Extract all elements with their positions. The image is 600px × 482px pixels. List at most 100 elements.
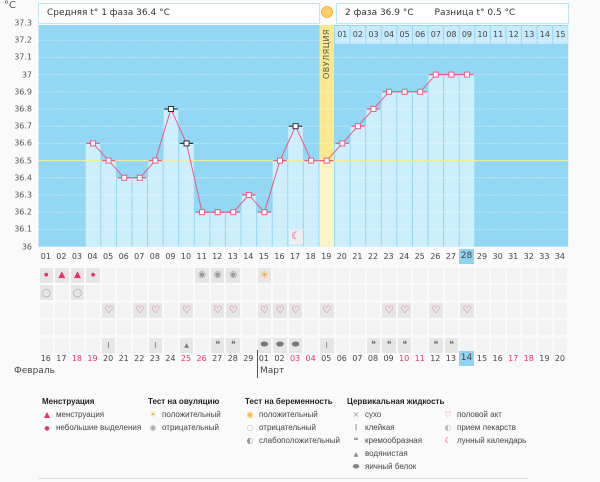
cycle-day-label[interactable]: 15 (258, 252, 269, 261)
medication-cell[interactable] (491, 320, 505, 335)
pregnancy-test-cell[interactable] (522, 285, 537, 300)
heart-icon[interactable]: ♡ (101, 303, 116, 318)
calendar-date-label[interactable]: 14 (459, 351, 474, 366)
heart-icon[interactable]: ♡ (210, 303, 225, 318)
cycle-day-label[interactable]: 30 (492, 252, 503, 261)
calendar-date-label[interactable]: 27 (212, 354, 223, 363)
menstruation-ovulation-test-cell[interactable] (538, 268, 552, 283)
creamy-icon[interactable]: ❝ (226, 338, 241, 353)
intercourse-cell[interactable] (366, 303, 381, 318)
cervical-fluid-cell[interactable] (242, 338, 256, 353)
intercourse-cell[interactable] (39, 303, 54, 318)
medication-cell[interactable] (179, 320, 194, 335)
pregnancy-test-cell[interactable] (351, 285, 365, 300)
pregnancy-test-cell[interactable] (335, 285, 350, 300)
cycle-day-label[interactable]: 01 (40, 252, 51, 261)
cervical-fluid-cell[interactable] (460, 338, 474, 353)
intercourse-cell[interactable] (444, 303, 459, 318)
cervical-fluid-cell[interactable] (506, 338, 521, 353)
heart-icon[interactable]: ♡ (257, 303, 272, 318)
heart-icon[interactable]: ♡ (132, 303, 147, 318)
medication-cell[interactable] (195, 320, 209, 335)
calendar-date-label[interactable]: 20 (554, 354, 565, 363)
pregnancy-test-cell[interactable] (288, 285, 303, 300)
creamy-icon[interactable]: ❝ (382, 338, 396, 353)
menstruation-icon[interactable]: ▲ (55, 268, 69, 283)
heart-icon[interactable]: ♡ (148, 303, 163, 318)
cycle-day-label[interactable]: 23 (383, 252, 394, 261)
calendar-date-label[interactable]: 23 (149, 354, 160, 363)
menstruation-ovulation-test-cell[interactable] (522, 268, 537, 283)
medication-cell[interactable] (210, 320, 225, 335)
intercourse-cell[interactable] (522, 303, 537, 318)
medication-cell[interactable] (148, 320, 163, 335)
cycle-day-label[interactable]: 26 (430, 252, 441, 261)
medication-cell[interactable] (288, 320, 303, 335)
creamy-icon[interactable]: ❝ (366, 338, 381, 353)
calendar-date-label[interactable]: 21 (118, 354, 129, 363)
menstruation-ovulation-test-cell[interactable] (179, 268, 194, 283)
cycle-day-label[interactable]: 04 (87, 252, 98, 261)
creamy-icon[interactable]: ❝ (210, 338, 225, 353)
medication-cell[interactable] (132, 320, 147, 335)
cycle-day-label[interactable]: 02 (56, 252, 67, 261)
pregnancy-test-cell[interactable] (444, 285, 459, 300)
menstruation-ovulation-test-cell[interactable] (117, 268, 131, 283)
menstruation-ovulation-test-cell[interactable] (491, 268, 505, 283)
intercourse-cell[interactable] (304, 303, 318, 318)
heart-icon[interactable]: ♡ (460, 303, 474, 318)
medication-cell[interactable] (460, 320, 474, 335)
medication-cell[interactable] (538, 320, 552, 335)
cervical-fluid-cell[interactable] (195, 338, 209, 353)
medication-cell[interactable] (506, 320, 521, 335)
pregnancy-test-cell[interactable] (491, 285, 505, 300)
cycle-day-label[interactable]: 22 (367, 252, 379, 261)
cycle-day-label[interactable]: 21 (352, 252, 363, 261)
pregnancy-test-cell[interactable] (195, 285, 209, 300)
menstruation-ovulation-test-cell[interactable] (164, 268, 178, 283)
cycle-day-label[interactable]: 33 (539, 252, 550, 261)
intercourse-cell[interactable] (351, 303, 365, 318)
medication-cell[interactable] (475, 320, 490, 335)
medication-cell[interactable] (413, 320, 427, 335)
calendar-date-label[interactable]: 12 (430, 354, 441, 363)
calendar-date-label[interactable]: 07 (352, 354, 363, 363)
cycle-day-label[interactable]: 27 (445, 252, 456, 261)
creamy-icon[interactable]: ❝ (429, 338, 443, 353)
intercourse-cell[interactable] (413, 303, 427, 318)
menstruation-ovulation-test-cell[interactable] (335, 268, 350, 283)
pregnancy-test-cell[interactable] (475, 285, 490, 300)
menstruation-ovulation-test-cell[interactable] (475, 268, 490, 283)
heart-icon[interactable]: ♡ (397, 303, 412, 318)
pregnancy-test-cell[interactable] (257, 285, 272, 300)
menstruation-ovulation-test-cell[interactable] (506, 268, 521, 283)
intercourse-cell[interactable] (506, 303, 521, 318)
medication-cell[interactable] (86, 320, 100, 335)
medication-cell[interactable] (117, 320, 131, 335)
cycle-day-label[interactable]: 31 (508, 252, 519, 261)
menstruation-ovulation-test-cell[interactable] (460, 268, 474, 283)
cycle-day-label[interactable]: 24 (399, 252, 410, 261)
cervical-fluid-cell[interactable] (522, 338, 537, 353)
sticky-icon[interactable]: I (319, 338, 334, 353)
cervical-fluid-cell[interactable] (491, 338, 505, 353)
medication-cell[interactable] (429, 320, 443, 335)
calendar-date-label[interactable]: 19 (87, 354, 98, 363)
cervical-fluid-cell[interactable] (351, 338, 365, 353)
pregnancy-test-cell[interactable] (397, 285, 412, 300)
menstruation-ovulation-test-cell[interactable] (273, 268, 287, 283)
pregnancy-test-cell[interactable] (413, 285, 427, 300)
intercourse-cell[interactable] (86, 303, 100, 318)
egg-white-icon[interactable]: ⬬ (288, 338, 303, 353)
medication-cell[interactable] (226, 320, 241, 335)
cycle-day-label[interactable]: 29 (476, 252, 488, 261)
pregnancy-test-cell[interactable] (304, 285, 318, 300)
heart-icon[interactable]: ♡ (288, 303, 303, 318)
creamy-icon[interactable]: ❝ (397, 338, 412, 353)
intercourse-cell[interactable] (117, 303, 131, 318)
calendar-date-label[interactable]: 17 (56, 354, 67, 363)
cycle-day-label[interactable]: 18 (305, 252, 316, 261)
calendar-date-label[interactable]: 02 (274, 354, 285, 363)
intercourse-cell[interactable] (553, 303, 568, 318)
pregnancy-test-cell[interactable] (86, 285, 100, 300)
